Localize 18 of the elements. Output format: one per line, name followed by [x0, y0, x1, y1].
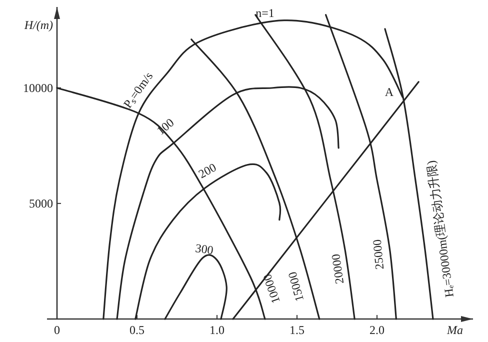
y-axis-title: H/(m): [23, 18, 53, 32]
text: 10000: [260, 272, 284, 306]
y-tick-label: 5000: [29, 196, 53, 210]
annotation: A: [384, 85, 394, 100]
text: 100: [154, 115, 177, 138]
x-axis-title: Ma: [446, 323, 463, 337]
text: 25000: [370, 238, 387, 270]
x-tick-label: 1.0: [210, 323, 224, 337]
text: 200: [196, 160, 219, 182]
text: 300: [194, 240, 214, 258]
text: Hₑ=30000m(理论动力升限): [424, 160, 457, 298]
x-tick-label: 1.5: [290, 323, 304, 337]
x-tick-label: 0: [54, 323, 60, 337]
text: 15000: [285, 270, 307, 303]
annotation: n=1: [256, 6, 274, 20]
x-tick-label: 0.5: [130, 323, 144, 337]
x-tick-label: 2.0: [370, 323, 384, 337]
text: 20000: [328, 253, 347, 285]
